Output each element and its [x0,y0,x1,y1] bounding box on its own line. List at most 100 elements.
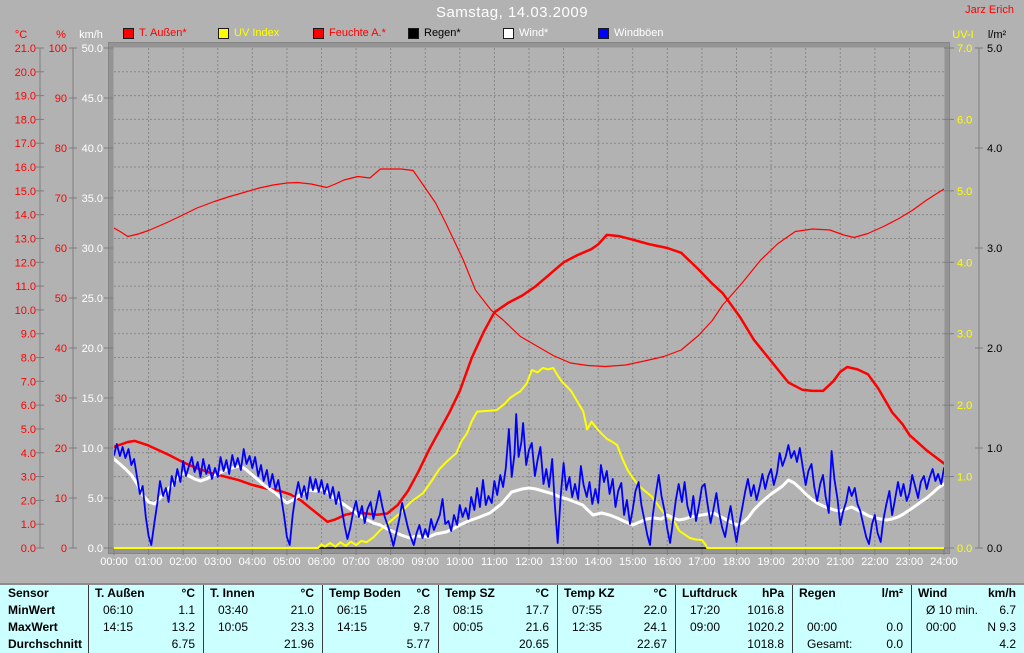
axis-tick-label-uv: 3.0 [957,329,972,341]
table-data-row: 14:15 13.2 [89,619,203,636]
x-axis-label: 19:00 [757,556,785,568]
axis-tick-label-rain: 2.0 [987,343,1002,355]
table-data-row: 4.2 [912,636,1024,653]
axis-tick-label-wind: 5.0 [88,493,103,505]
table-data-row: 1018.8 [676,636,792,653]
page-title: Samstag, 14.03.2009 [435,4,589,21]
table-data-row: 00:00 N 9.3 [912,619,1024,636]
axis-tick-label-wind: 45.0 [82,93,103,105]
x-axis-label: 11:00 [481,556,508,568]
legend-label: Windböen [614,27,664,39]
x-axis-label: 02:00 [169,556,197,568]
value-time: 06:15 [337,603,368,617]
x-axis: 00:00 01:00 02:00 03:00 04:00 05:00 06:00 07:00… [100,548,958,568]
value-time: Gesamt: [807,637,853,651]
axis-tick-label-humidity: 70 [55,193,67,205]
x-axis-label: 15:00 [619,556,647,568]
axis-tick-label-humidity: 50 [55,293,67,305]
x-axis-label: 03:00 [204,556,232,568]
table-data-row: 00:05 21.6 [439,619,557,636]
sensor-unit: km/h [987,586,1016,600]
x-axis-label: 21:00 [826,556,854,568]
table-col-row-headers: Sensor MinWert MaxWert Durchschnitt [0,585,88,653]
table-group-header: Wind km/h [912,585,1024,602]
sensor-unit: °C [653,586,667,600]
value-time: 14:15 [337,620,368,634]
axis-tick-label-temp: 15.0 [15,186,36,198]
axis-tick-label-wind: 15.0 [82,393,103,405]
table-data-row: 06:15 2.8 [323,602,438,619]
value-number: 2.8 [413,603,430,617]
value-time: 00:00 [807,620,838,634]
axis-tick-label-temp: 7.0 [21,376,36,388]
axis-uv: UV-I 7.0 6.0 5.0 4.0 3.0 2.0 1.0 0.0 [944,29,974,555]
value-number: 22.0 [643,603,667,617]
table-data-row: 10:05 23.3 [204,619,322,636]
axis-unit-label-uv: UV-I [952,29,973,41]
value-number: 20.65 [518,637,549,651]
sensor-name: T. Innen [210,586,255,600]
table-group-temp-sz: Temp SZ °C 08:15 17.7 00:05 21.6 20.65 [438,585,557,653]
table-data-row: 12:35 24.1 [558,619,675,636]
series-layer [114,168,944,549]
x-axis-label: 14:00 [584,556,612,568]
legend-item-wind: Wind* [503,26,548,40]
value-time: 06:10 [103,603,134,617]
table-group-regen: Regen l/m² 00:00 0.0 Gesamt: 0.0 [792,585,911,653]
weather-chart-canvas: °C 21.0 20.0 19.0 18.0 17.0 16.0 15.0 14.0 13.0 12… [15,29,1007,568]
x-axis-label: 00:00 [100,556,128,568]
value-number: 21.96 [283,637,314,651]
row-header-label: Durchschnitt [8,637,83,651]
value-number: 21.0 [290,603,314,617]
axis-tick-label-temp: 1.0 [21,519,36,531]
axis-tick-label-temp: 0.0 [21,543,36,555]
value-number: 23.3 [290,620,314,634]
table-group-header: Luftdruck hPa [676,585,792,602]
axis-tick-label-humidity: 40 [55,343,67,355]
value-number: 13.2 [171,620,195,634]
axis-tick-label-uv: 0.0 [957,543,972,555]
row-header-label: Sensor [8,586,49,600]
axis-tick-label-uv: 7.0 [957,43,972,55]
axis-tick-label-humidity: 10 [55,493,67,505]
axis-unit-label-rain: l/m² [988,29,1007,41]
sensor-unit: °C [181,586,195,600]
table-data-row: 22.67 [558,636,675,653]
axis-tick-label-temp: 4.0 [21,448,36,460]
legend-label: Regen* [424,27,461,39]
value-number: 17.7 [525,603,549,617]
table-group-header: Temp Boden °C [323,585,438,602]
table-group-temp-kz: Temp KZ °C 07:55 22.0 12:35 24.1 22.67 [557,585,675,653]
legend-swatch-windb-en [598,27,609,39]
axis-tick-label-rain: 0.0 [987,543,1002,555]
sensor-unit: °C [416,586,430,600]
table-data-row [793,602,911,619]
axis-tick-label-temp: 21.0 [15,43,36,55]
value-time: Ø 10 min. [926,603,979,617]
value-number: 1018.8 [747,637,784,651]
axis-tick-label-uv: 5.0 [957,186,972,198]
axis-tick-label-temp: 11.0 [15,281,36,293]
axis-tick-label-humidity: 20 [55,443,67,455]
legend-item-uv-index: UV Index [218,26,279,40]
axis-tick-label-temp: 8.0 [21,353,36,365]
value-time: 08:15 [453,603,484,617]
table-data-row: 17:20 1016.8 [676,602,792,619]
value-time: 00:05 [453,620,484,634]
sensor-name: T. Außen [95,586,145,600]
axis-tick-label-humidity: 80 [55,143,67,155]
table-data-row: 21.96 [204,636,322,653]
x-axis-label: 07:00 [342,556,370,568]
sensor-name: Regen [799,586,836,600]
value-time: 09:00 [690,620,721,634]
table-group-header: Temp SZ °C [439,585,557,602]
x-axis-label: 23:00 [896,556,924,568]
x-axis-label: 05:00 [273,556,301,568]
axis-tick-label-wind: 20.0 [82,343,103,355]
sensor-name: Temp KZ [564,586,615,600]
series-feuchte-a [114,168,944,368]
axis-tick-label-temp: 14.0 [15,210,36,222]
series-windb-en [114,413,944,547]
value-number: 4.2 [999,637,1016,651]
